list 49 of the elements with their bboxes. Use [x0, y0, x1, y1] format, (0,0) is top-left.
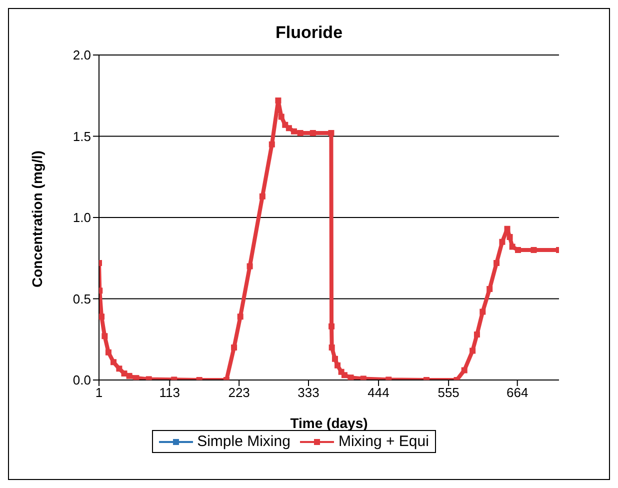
- y-tick-label: 1.5: [72, 128, 91, 144]
- point: [341, 372, 348, 378]
- point: [461, 367, 468, 374]
- y-tick-label: 1.0: [72, 210, 91, 226]
- x-tick-label: 1: [95, 385, 103, 400]
- point: [504, 226, 510, 232]
- point: [332, 356, 338, 362]
- point: [514, 247, 521, 253]
- chart-title: Fluoride: [274, 23, 344, 43]
- point: [110, 359, 117, 366]
- y-tick-label: 2.0: [72, 48, 91, 63]
- point: [486, 286, 493, 292]
- point: [102, 333, 108, 340]
- x-axis-title: Time (days): [290, 415, 368, 431]
- point: [328, 344, 335, 350]
- point: [474, 332, 480, 338]
- point: [499, 238, 506, 245]
- point: [231, 344, 238, 350]
- x-tick-label: 223: [228, 385, 250, 400]
- y-tick-label: 0.0: [72, 372, 91, 388]
- point: [275, 98, 282, 104]
- point: [278, 114, 284, 120]
- point: [286, 125, 292, 132]
- point: [237, 314, 244, 320]
- point: [334, 362, 341, 368]
- point: [470, 348, 476, 354]
- legend-label: Simple Mixing: [196, 433, 290, 450]
- point: [126, 372, 132, 379]
- point: [133, 375, 140, 380]
- x-tick-label: 333: [298, 385, 320, 400]
- legend-label: Mixing + Equi: [337, 433, 429, 450]
- x-tick-label: 444: [368, 385, 390, 400]
- y-axis-title: Concentration (mg/l): [28, 150, 45, 288]
- point: [99, 314, 105, 320]
- point: [116, 366, 122, 372]
- y-tick-label: 0.5: [72, 291, 91, 306]
- point: [480, 308, 486, 315]
- point: [494, 260, 500, 266]
- point: [509, 244, 516, 250]
- point: [268, 141, 275, 148]
- point: [506, 234, 513, 240]
- point: [105, 349, 112, 356]
- x-tick-label: 664: [506, 385, 528, 400]
- point: [121, 370, 128, 376]
- point: [290, 128, 297, 134]
- point: [246, 263, 253, 270]
- point: [259, 193, 266, 200]
- x-tick-label: 555: [438, 385, 460, 400]
- x-tick-label: 113: [159, 385, 180, 400]
